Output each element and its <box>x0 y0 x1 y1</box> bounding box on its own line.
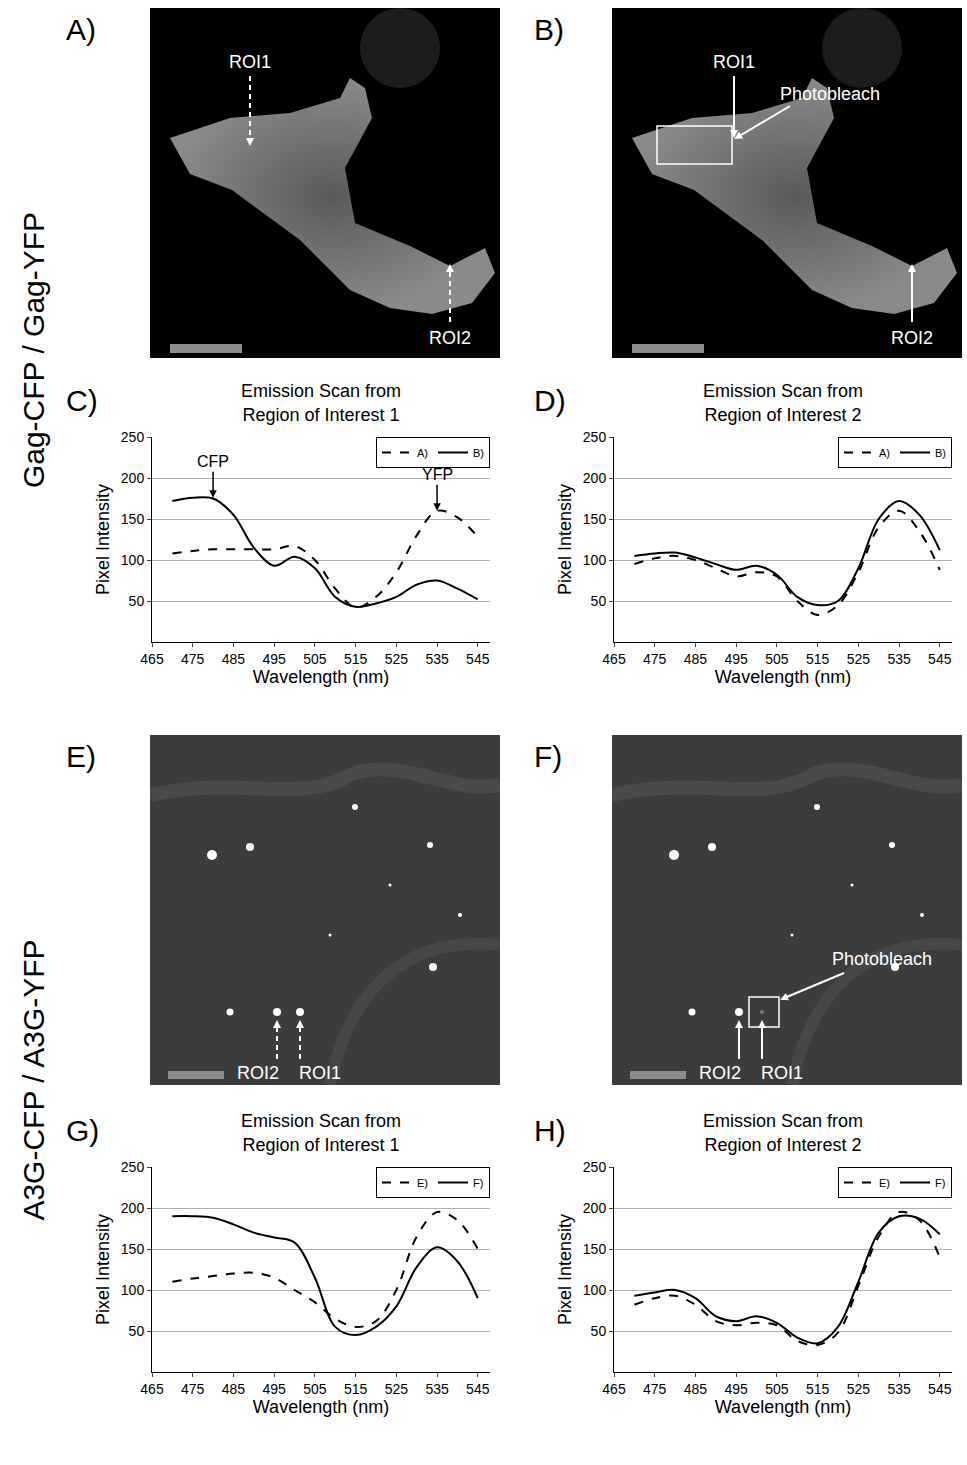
svg-text:100: 100 <box>583 552 607 568</box>
svg-text:200: 200 <box>121 1200 145 1216</box>
svg-text:E): E) <box>66 740 96 773</box>
svg-text:B): B) <box>935 447 946 459</box>
svg-text:535: 535 <box>887 1381 911 1397</box>
svg-text:ROI2: ROI2 <box>699 1063 741 1083</box>
svg-text:495: 495 <box>262 1381 286 1397</box>
svg-text:535: 535 <box>887 651 911 667</box>
svg-text:465: 465 <box>602 1381 626 1397</box>
svg-text:Pixel Intensity: Pixel Intensity <box>555 1214 575 1325</box>
svg-text:525: 525 <box>847 1381 871 1397</box>
svg-text:250: 250 <box>121 429 145 445</box>
svg-text:Photobleach: Photobleach <box>832 949 932 969</box>
svg-text:Emission Scan fromRegion of In: Emission Scan fromRegion of Interest 1 <box>241 1111 401 1154</box>
svg-text:50: 50 <box>591 593 607 609</box>
svg-text:50: 50 <box>129 593 145 609</box>
svg-text:Photobleach: Photobleach <box>780 84 880 104</box>
svg-text:505: 505 <box>765 651 789 667</box>
svg-text:495: 495 <box>724 651 748 667</box>
svg-text:Pixel Intensity: Pixel Intensity <box>555 484 575 595</box>
svg-text:50: 50 <box>129 1323 145 1339</box>
svg-text:250: 250 <box>583 1159 607 1175</box>
svg-text:Emission Scan fromRegion of In: Emission Scan fromRegion of Interest 2 <box>703 1111 863 1154</box>
svg-text:515: 515 <box>344 651 368 667</box>
svg-text:525: 525 <box>385 1381 409 1397</box>
svg-text:150: 150 <box>121 1241 145 1257</box>
svg-text:F): F) <box>473 1177 483 1189</box>
svg-text:Wavelength (nm): Wavelength (nm) <box>253 1397 389 1417</box>
svg-text:495: 495 <box>262 651 286 667</box>
svg-text:150: 150 <box>121 511 145 527</box>
svg-text:545: 545 <box>928 651 952 667</box>
svg-text:465: 465 <box>140 651 164 667</box>
svg-text:C): C) <box>66 384 98 417</box>
svg-text:F): F) <box>935 1177 945 1189</box>
svg-text:150: 150 <box>583 511 607 527</box>
svg-text:465: 465 <box>140 1381 164 1397</box>
svg-text:495: 495 <box>724 1381 748 1397</box>
svg-text:485: 485 <box>684 1381 708 1397</box>
svg-text:485: 485 <box>684 651 708 667</box>
svg-text:A): A) <box>417 447 428 459</box>
svg-text:485: 485 <box>222 651 246 667</box>
svg-text:B): B) <box>534 13 564 46</box>
svg-text:475: 475 <box>643 651 667 667</box>
svg-text:Pixel Intensity: Pixel Intensity <box>93 1214 113 1325</box>
svg-text:100: 100 <box>121 552 145 568</box>
svg-text:Wavelength (nm): Wavelength (nm) <box>253 667 389 687</box>
svg-text:150: 150 <box>583 1241 607 1257</box>
svg-text:G): G) <box>66 1114 99 1147</box>
svg-text:ROI1: ROI1 <box>229 52 271 72</box>
svg-text:525: 525 <box>847 651 871 667</box>
svg-text:100: 100 <box>583 1282 607 1298</box>
svg-text:H): H) <box>534 1114 566 1147</box>
svg-text:E): E) <box>417 1177 428 1189</box>
svg-text:485: 485 <box>222 1381 246 1397</box>
svg-text:200: 200 <box>583 1200 607 1216</box>
svg-text:ROI2: ROI2 <box>891 328 933 348</box>
svg-text:Emission Scan fromRegion of In: Emission Scan fromRegion of Interest 2 <box>703 381 863 424</box>
svg-text:CFP: CFP <box>197 453 229 470</box>
svg-text:A): A) <box>879 447 890 459</box>
svg-text:200: 200 <box>583 470 607 486</box>
svg-text:545: 545 <box>466 1381 490 1397</box>
svg-text:ROI1: ROI1 <box>761 1063 803 1083</box>
svg-text:250: 250 <box>121 1159 145 1175</box>
svg-text:545: 545 <box>466 651 490 667</box>
svg-text:535: 535 <box>425 1381 449 1397</box>
svg-text:100: 100 <box>121 1282 145 1298</box>
svg-text:505: 505 <box>765 1381 789 1397</box>
svg-text:Wavelength (nm): Wavelength (nm) <box>715 667 851 687</box>
svg-text:YFP: YFP <box>422 466 453 483</box>
svg-text:Emission Scan fromRegion of In: Emission Scan fromRegion of Interest 1 <box>241 381 401 424</box>
svg-text:50: 50 <box>591 1323 607 1339</box>
svg-text:475: 475 <box>643 1381 667 1397</box>
svg-text:525: 525 <box>385 651 409 667</box>
svg-text:A): A) <box>66 13 96 46</box>
svg-text:ROI2: ROI2 <box>237 1063 279 1083</box>
svg-text:515: 515 <box>344 1381 368 1397</box>
svg-text:Pixel Intensity: Pixel Intensity <box>93 484 113 595</box>
svg-text:ROI2: ROI2 <box>429 328 471 348</box>
svg-text:A3G-CFP / A3G-YFP: A3G-CFP / A3G-YFP <box>17 939 50 1220</box>
svg-text:505: 505 <box>303 651 327 667</box>
svg-text:515: 515 <box>806 1381 830 1397</box>
svg-text:250: 250 <box>583 429 607 445</box>
svg-text:ROI1: ROI1 <box>299 1063 341 1083</box>
svg-text:515: 515 <box>806 651 830 667</box>
svg-text:Gag-CFP / Gag-YFP: Gag-CFP / Gag-YFP <box>17 212 50 488</box>
svg-text:ROI1: ROI1 <box>713 52 755 72</box>
svg-text:475: 475 <box>181 1381 205 1397</box>
svg-text:Wavelength (nm): Wavelength (nm) <box>715 1397 851 1417</box>
svg-text:505: 505 <box>303 1381 327 1397</box>
svg-text:F): F) <box>534 740 562 773</box>
svg-text:475: 475 <box>181 651 205 667</box>
svg-text:D): D) <box>534 384 566 417</box>
svg-text:200: 200 <box>121 470 145 486</box>
svg-text:E): E) <box>879 1177 890 1189</box>
svg-text:465: 465 <box>602 651 626 667</box>
svg-text:545: 545 <box>928 1381 952 1397</box>
svg-text:535: 535 <box>425 651 449 667</box>
svg-text:B): B) <box>473 447 484 459</box>
